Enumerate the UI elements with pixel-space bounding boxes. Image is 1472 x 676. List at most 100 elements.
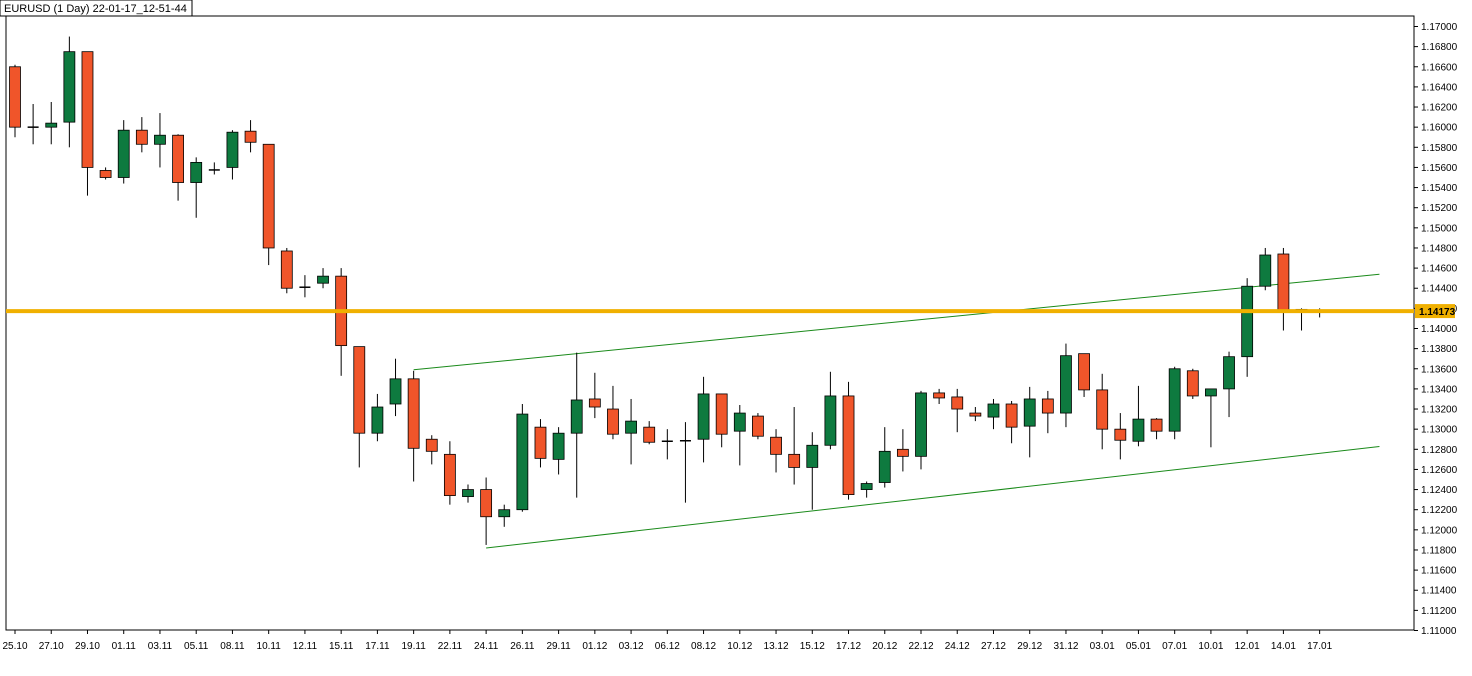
candle-body-down	[896, 448, 909, 457]
x-tick-label: 27.10	[39, 641, 64, 652]
x-tick-label: 05.01	[1126, 641, 1151, 652]
candle-body-up	[987, 403, 1000, 418]
candle-body-up	[317, 275, 329, 284]
y-tick-label: 1.15200	[1421, 203, 1458, 214]
candle-body-up	[697, 393, 710, 440]
x-tick-label: 10.01	[1198, 641, 1223, 652]
x-tick-label: 20.12	[872, 641, 897, 652]
candle-body-up	[1023, 398, 1036, 427]
candle-body-down	[951, 396, 964, 410]
candle-body-up	[915, 392, 927, 457]
x-tick-label: 10.12	[727, 641, 752, 652]
y-tick-label: 1.13800	[1421, 344, 1458, 355]
x-tick-label: 24.12	[945, 641, 970, 652]
candle-body-up	[498, 509, 511, 518]
x-tick-label: 07.01	[1162, 641, 1187, 652]
x-tick-label: 15.11	[329, 641, 354, 652]
x-tick-label: 10.11	[257, 641, 282, 652]
y-tick-label: 1.12200	[1421, 505, 1458, 516]
x-tick-label: 12.01	[1235, 641, 1260, 652]
candle-body-down	[534, 426, 547, 459]
candle-body-down	[1096, 389, 1109, 430]
title-box	[0, 0, 193, 17]
x-tick-label: 17.12	[836, 641, 861, 652]
candle-body-down	[933, 392, 946, 399]
candle-body-up	[570, 399, 583, 434]
trendlines	[413, 273, 1380, 549]
y-tick-label: 1.16000	[1421, 123, 1458, 134]
candle-body-down	[1114, 428, 1127, 441]
y-tick-label: 1.12600	[1421, 465, 1458, 476]
candle-body-down	[1041, 398, 1054, 414]
candles	[9, 36, 1326, 545]
current-price-label-bg	[1415, 304, 1455, 319]
y-tick-label: 1.14400	[1421, 284, 1458, 295]
candle-body-down	[1005, 403, 1018, 428]
candle-body-down	[172, 134, 184, 183]
y-tick-label: 1.11400	[1421, 586, 1457, 597]
current-price-label: 1.14173	[1419, 307, 1456, 318]
candle-body-down	[9, 66, 21, 128]
candle-body-up	[552, 432, 565, 460]
y-tick-label: 1.14000	[1421, 324, 1458, 335]
candle-body-down	[588, 398, 601, 408]
x-tick-label: 06.12	[655, 641, 680, 652]
y-tick-label: 1.13000	[1421, 425, 1458, 436]
y-tick-label: 1.15000	[1421, 223, 1458, 234]
y-tick-label: 1.11000	[1421, 626, 1457, 637]
candle-body-down	[1186, 370, 1199, 397]
y-tick-label: 1.16600	[1421, 62, 1458, 73]
candle-body-up	[45, 122, 58, 128]
y-tick-label: 1.14800	[1421, 243, 1458, 254]
candle-body-up	[389, 378, 402, 405]
x-tick-label: 29.12	[1017, 641, 1042, 652]
y-tick-label: 1.15800	[1421, 143, 1458, 154]
candle-body-up	[63, 51, 76, 123]
x-tick-label: 01.12	[582, 641, 607, 652]
x-tick-label: 29.11	[546, 641, 571, 652]
candle-body-up	[226, 131, 239, 168]
trendline	[413, 273, 1380, 371]
x-tick-label: 25.10	[2, 641, 27, 652]
candle-body-up	[371, 406, 384, 434]
candle-body-down	[443, 453, 456, 497]
candle-body-down	[425, 438, 438, 452]
x-tick-label: 03.12	[619, 641, 644, 652]
x-tick-label: 17.11	[365, 641, 390, 652]
candle-body-up	[733, 412, 746, 432]
y-tick-label: 1.13600	[1421, 364, 1458, 375]
candle-body-up	[117, 129, 130, 178]
candle-body-down	[262, 143, 275, 249]
x-tick-label: 08.11	[220, 641, 245, 652]
candle-body-up	[1241, 285, 1254, 358]
y-tick-label: 1.13400	[1421, 384, 1458, 395]
candle-body-down	[407, 378, 420, 449]
candle-body-down	[770, 436, 782, 455]
candle-body-down	[842, 395, 855, 495]
candle-body-down	[969, 412, 982, 417]
plot-frame	[5, 15, 1415, 631]
candle-body-down	[1150, 418, 1163, 432]
candle-body-up	[806, 444, 819, 468]
candle-body-down	[607, 408, 619, 435]
candle-body-up	[860, 483, 873, 490]
x-tick-label: 29.10	[75, 641, 100, 652]
candle-body-up	[1132, 418, 1145, 442]
candle-body-down	[135, 129, 148, 145]
x-tick-label: 22.12	[908, 641, 933, 652]
y-tick-label: 1.11200	[1421, 606, 1457, 617]
candle-body-up	[824, 395, 837, 446]
candle-body-down	[99, 170, 112, 178]
candle-body-up	[516, 413, 529, 511]
candle-body-down	[244, 130, 257, 143]
y-tick-label: 1.15600	[1421, 163, 1458, 174]
x-tick-label: 22.11	[438, 641, 463, 652]
x-tick-label: 15.12	[800, 641, 825, 652]
candle-body-down	[1078, 353, 1090, 391]
x-tick-label: 27.12	[981, 641, 1006, 652]
candle-body-down	[752, 415, 764, 437]
x-tick-label: 26.11	[510, 641, 535, 652]
y-tick-label: 1.16200	[1421, 103, 1458, 114]
